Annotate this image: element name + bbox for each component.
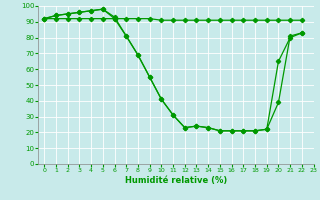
X-axis label: Humidité relative (%): Humidité relative (%)	[125, 176, 227, 185]
